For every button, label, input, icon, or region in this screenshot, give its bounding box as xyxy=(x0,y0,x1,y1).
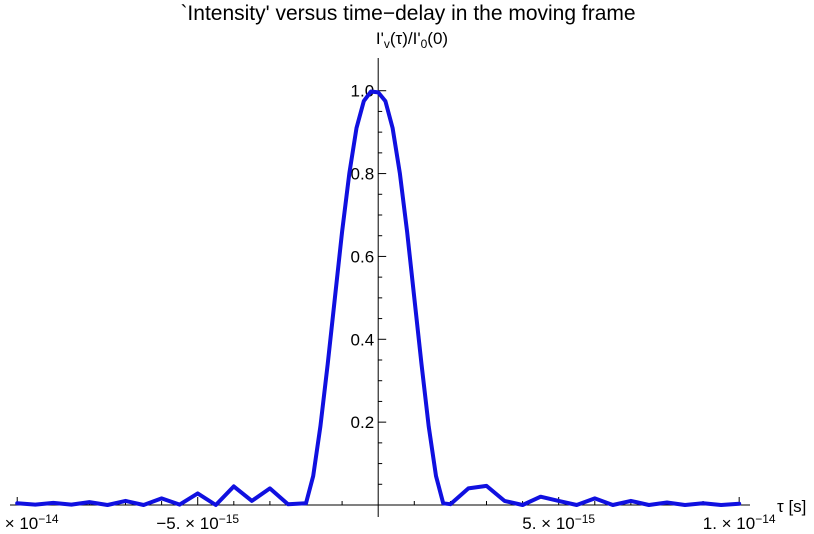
x-tick-label: 1. × 10−14 xyxy=(703,512,776,533)
x-tick-label: 5. × 10−15 xyxy=(522,512,595,533)
chart-title: `Intensity' versus time−delay in the mov… xyxy=(180,2,635,25)
intensity-curve xyxy=(15,89,742,507)
x-tick-exponent: −15 xyxy=(575,512,596,526)
y-tick-label: 0.2 xyxy=(351,413,375,432)
x-tick-exponent: −14 xyxy=(755,512,776,526)
y-axis-label-sub1: v xyxy=(384,37,390,51)
y-axis-label-prefix: I' xyxy=(376,29,384,48)
x-tick-label: −1. × 10−14 xyxy=(0,512,59,533)
x-tick-mantissa: −5. × 10 xyxy=(156,514,218,533)
x-tick-exponent: −15 xyxy=(219,512,240,526)
x-tick-mantissa: 5. × 10 xyxy=(522,514,574,533)
x-axis-label: τ [s] xyxy=(777,497,806,516)
x-tick-label: −5. × 10−15 xyxy=(156,512,239,533)
y-axis-label: I'v(τ)/I'0(0) xyxy=(376,29,448,51)
y-axis-label-sub2: 0 xyxy=(421,37,428,51)
y-axis-label-suffix: (0) xyxy=(427,29,448,48)
y-tick-label: 0.6 xyxy=(351,247,375,266)
x-tick-mantissa: −1. × 10 xyxy=(0,514,38,533)
y-tick-label: 0.4 xyxy=(351,330,375,349)
x-tick-mantissa: 1. × 10 xyxy=(703,514,755,533)
x-tick-exponent: −14 xyxy=(38,512,59,526)
y-tick-label: 0.8 xyxy=(351,165,375,184)
y-axis-label-mid: (τ)/I' xyxy=(390,29,421,48)
